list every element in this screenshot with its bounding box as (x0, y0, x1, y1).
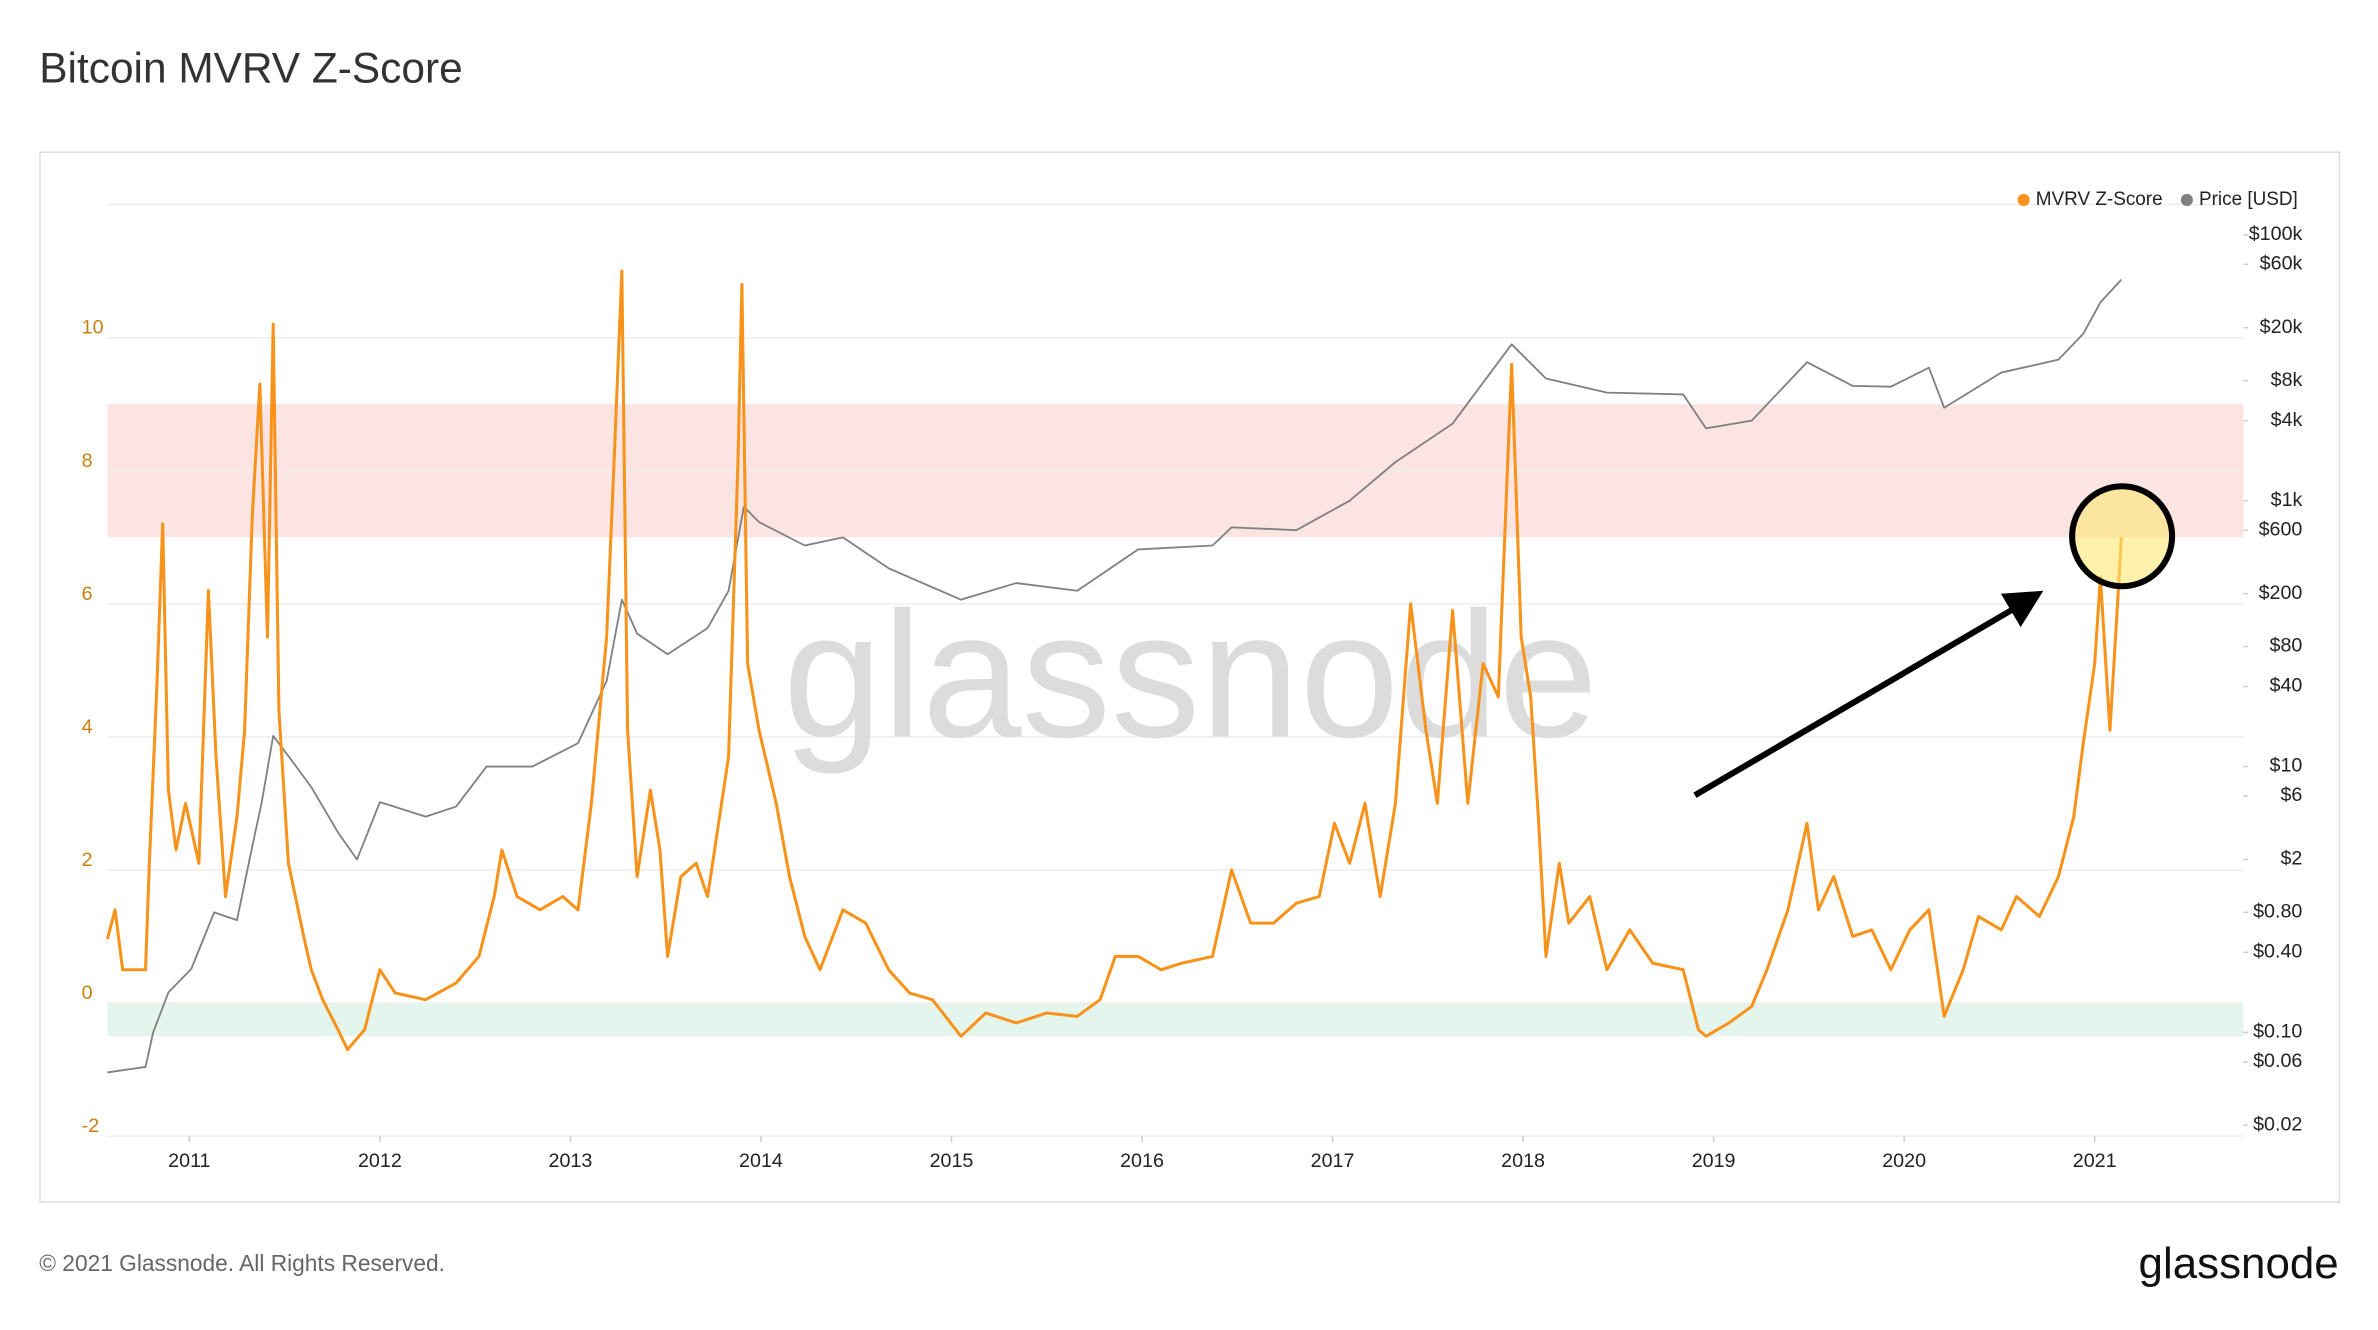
x-tick-label: 2017 (1311, 1150, 1355, 1172)
y2-tick-label: $60k (2260, 252, 2303, 274)
y2-tick-label: $40 (2270, 675, 2303, 697)
series-line (107, 279, 2123, 1074)
y-tick-label: 0 (82, 982, 93, 1004)
arrow-shaft (1693, 604, 2018, 798)
zone-band (107, 1003, 2244, 1037)
y2-tick-label: $8k (2271, 369, 2303, 391)
y2-tick-label: $1k (2271, 489, 2303, 511)
x-tick-label: 2015 (930, 1150, 974, 1172)
y2-tick-label: $20k (2260, 316, 2303, 338)
y2-tick-label: $0.40 (2253, 941, 2302, 963)
series-line (105, 269, 2123, 1052)
y2-tick-label: $0.10 (2253, 1021, 2302, 1043)
x-tick-label: 2018 (1501, 1150, 1545, 1172)
y2-tick-label: $10 (2270, 755, 2303, 777)
y-tick-label: 8 (82, 450, 93, 472)
logo: glassnode (2139, 1239, 2339, 1288)
x-tick-label: 2013 (549, 1150, 593, 1172)
y-tick-label: -2 (82, 1115, 100, 1137)
x-tick-label: 2021 (2073, 1150, 2117, 1172)
y2-tick-label: $80 (2270, 635, 2303, 657)
arrow-head (2000, 590, 2044, 628)
y-tick-label: 10 (82, 317, 104, 339)
x-tick-label: 2011 (168, 1150, 210, 1172)
y2-tick-label: $0.80 (2253, 901, 2302, 923)
y2-tick-label: $2 (2280, 848, 2302, 870)
y-tick-label: 4 (82, 716, 93, 738)
legend-swatch (2180, 193, 2193, 207)
x-tick-label: 2014 (739, 1150, 783, 1172)
legend-label: MVRV Z-Score (2036, 189, 2163, 210)
annotation (1693, 483, 2176, 798)
x-tick-label: 2020 (1882, 1150, 1926, 1172)
y-tick-label: 2 (82, 849, 93, 871)
y2-tick-label: $100k (2249, 223, 2303, 245)
chart-frame (39, 151, 2341, 1203)
y2-tick-label: $4k (2271, 409, 2303, 431)
y2-tick-label: $600 (2259, 518, 2303, 540)
footer: © 2021 Glassnode. All Rights Reserved. (39, 1250, 445, 1276)
x-tick-label: 2016 (1120, 1150, 1164, 1172)
y2-tick-label: $0.02 (2253, 1114, 2302, 1136)
x-tick-label: 2012 (358, 1150, 402, 1172)
y2-tick-label: $6 (2280, 784, 2302, 806)
x-tick-label: 2019 (1692, 1150, 1736, 1172)
highlight-circle (2069, 483, 2176, 590)
y2-tick-label: $0.06 (2253, 1050, 2302, 1072)
legend-swatch (2017, 193, 2030, 207)
y-tick-label: 6 (82, 583, 93, 605)
legend-label: Price [USD] (2199, 189, 2298, 210)
chart-title: Bitcoin MVRV Z-Score (39, 44, 462, 91)
y2-tick-label: $200 (2259, 582, 2303, 604)
